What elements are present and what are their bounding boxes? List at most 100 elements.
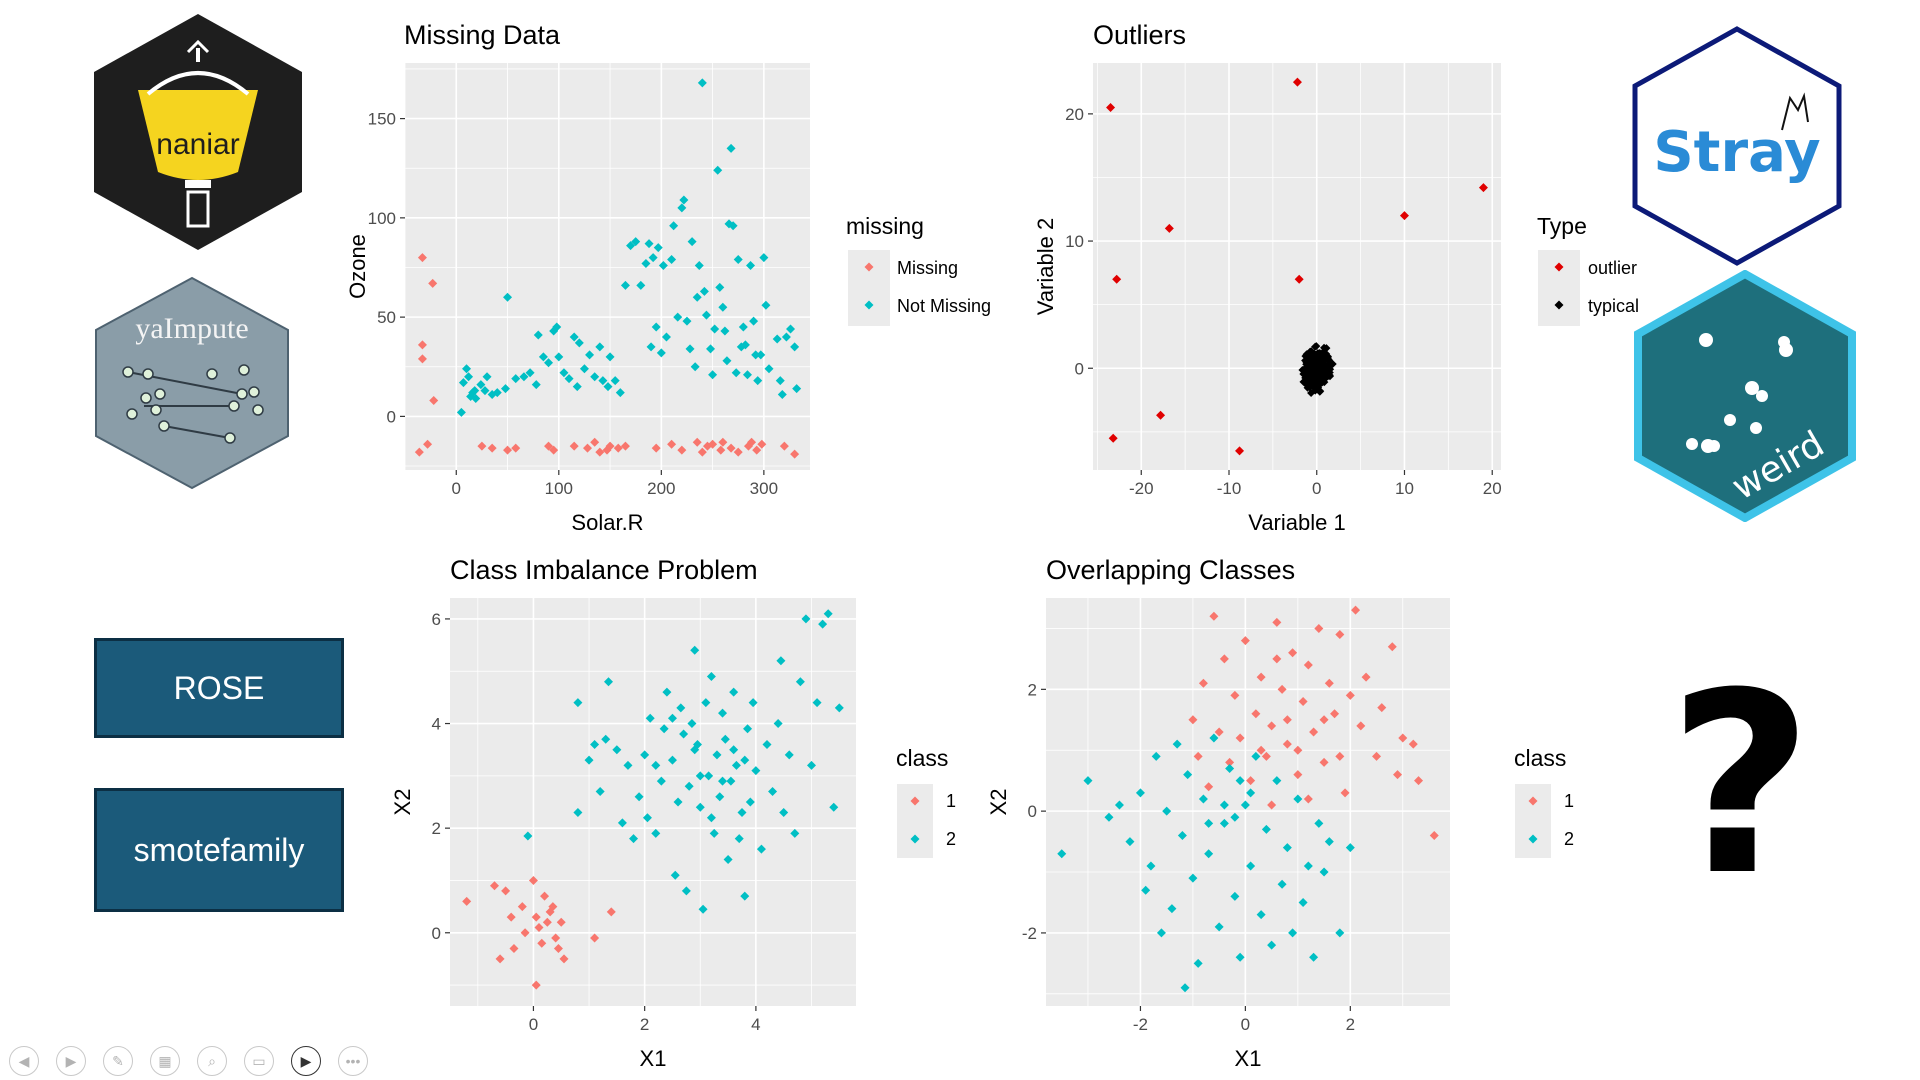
missing-point-not-missing [661,332,671,342]
outliers-point-outlier [1112,274,1122,284]
outliers-point-typical [1319,354,1328,363]
missing-point-not-missing [636,280,646,290]
missing-point-not-missing [687,237,697,247]
imbalance-point-2 [604,677,614,687]
outliers-point-typical [1324,371,1333,380]
overlap-point-2 [1177,830,1187,840]
overlap-point-1 [1293,745,1303,755]
prev-icon[interactable]: ◀ [9,1046,39,1076]
overlap-point-1 [1351,605,1361,615]
more-icon[interactable]: ••• [338,1046,368,1076]
missing-point-not-missing [722,356,732,366]
missing-point-not-missing [615,388,625,398]
missing-point-not-missing [667,255,677,265]
missing-point-not-missing [533,330,543,340]
imbalance-point-2 [712,750,722,760]
overlap-point-2 [1146,861,1156,871]
missing-point-missing [716,445,726,455]
zoom-icon[interactable]: ⌕ [197,1046,227,1076]
overlap-point-1 [1303,794,1313,804]
missing-point-not-missing [574,338,584,348]
subtitles-icon[interactable]: ▭ [244,1046,274,1076]
imbalance-point-1 [531,912,541,922]
imbalance-point-2 [731,760,741,770]
missing-point-not-missing [471,394,481,404]
overlap-point-1 [1345,690,1355,700]
overlap-point-2 [1288,928,1298,938]
missing-point-not-missing [480,386,490,396]
outliers-chart-title: Outliers [1093,20,1187,50]
outliers-xaxis-label: Variable 1 [1248,510,1345,535]
outliers-ytick-label: 10 [1065,232,1084,251]
overlap-ytick-label: -2 [1022,924,1037,943]
stray-logo-text: Stray [1653,120,1820,185]
rose-button[interactable]: ROSE [94,638,344,738]
missing-point-missing [733,447,743,457]
imbalance-ytick-label: 2 [432,819,441,838]
imbalance-point-2 [773,719,783,729]
overlap-point-1 [1335,630,1345,640]
next-icon[interactable]: ▶ [56,1046,86,1076]
outliers-point-outlier [1106,103,1116,113]
missing-point-not-missing [651,322,661,332]
missing-point-missing [544,441,554,451]
imbalance-point-2 [634,792,644,802]
overlap-point-2 [1240,800,1250,810]
overlap-point-1 [1356,721,1366,731]
pen-icon[interactable]: ✎ [103,1046,133,1076]
overlap-point-1 [1298,697,1308,707]
stray-logo: Stray [1632,26,1842,266]
imbalance-ytick-label: 4 [432,715,441,734]
missing-point-not-missing [464,372,474,382]
missing-point-not-missing [699,286,709,296]
overlap-chart-title: Overlapping Classes [1046,555,1296,585]
imbalance-point-2 [737,807,747,817]
imbalance-point-2 [729,745,739,755]
camera-icon[interactable]: ▶ [291,1046,321,1076]
overlap-point-1 [1282,715,1292,725]
overlap-point-2 [1141,885,1151,895]
imbalance-point-2 [723,855,733,865]
missing-point-not-missing [740,340,750,350]
missing-point-not-missing [641,259,651,269]
imbalance-point-2 [642,813,652,823]
imbalance-point-2 [701,698,711,708]
outliers-point-typical [1307,389,1316,398]
overlap-point-1 [1246,776,1256,786]
missing-point-not-missing [753,376,763,386]
imbalance-point-2 [818,619,828,629]
overlap-point-1 [1319,715,1329,725]
overlap-point-2 [1156,928,1166,938]
slides-icon[interactable]: ▦ [150,1046,180,1076]
imbalance-point-2 [601,734,611,744]
overlap-point-2 [1251,751,1261,761]
missing-point-missing [605,441,615,451]
missing-point-not-missing [476,380,486,390]
missing-point-not-missing [552,322,562,332]
overlap-point-2 [1219,800,1229,810]
missing-legend-title: missing [846,213,924,239]
overlap-point-1 [1372,751,1382,761]
missing-point-not-missing [564,374,574,384]
overlap-point-2 [1267,940,1277,950]
missing-point-not-missing [713,165,723,175]
missing-ytick-label: 50 [377,308,396,327]
imbalance-xtick-label: 2 [640,1015,649,1034]
smotefamily-button[interactable]: smotefamily [94,788,344,912]
imbalance-point-2 [834,703,844,713]
missing-point-not-missing [579,364,589,374]
overlap-point-2 [1214,922,1224,932]
imbalance-point-2 [748,698,758,708]
overlap-point-2 [1204,849,1214,859]
missing-point-not-missing [511,374,521,384]
outliers-point-outlier [1156,410,1166,420]
missing-point-not-missing [756,350,766,360]
missing-point-missing [697,447,707,457]
missing-point-not-missing [731,368,741,378]
outliers-point-typical [1307,347,1316,356]
overlap-point-1 [1267,800,1277,810]
imbalance-point-2 [726,776,736,786]
missing-point-not-missing [718,302,728,312]
imbalance-point-1 [534,923,544,933]
imbalance-point-1 [551,933,561,943]
